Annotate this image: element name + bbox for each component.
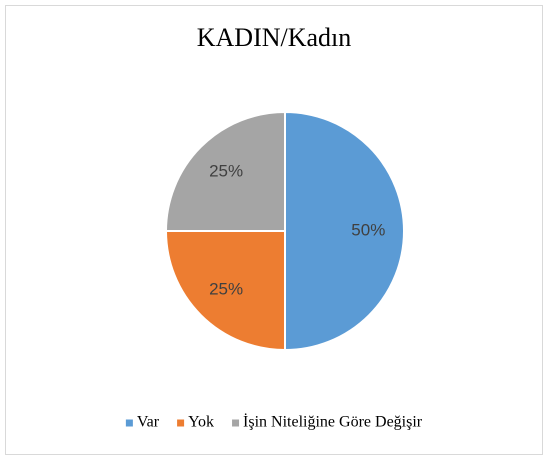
legend-marker [125, 419, 133, 427]
legend-label: Var [137, 414, 160, 431]
data-label: 50% [351, 220, 385, 239]
legend-marker [232, 419, 240, 427]
legend-label: Yok [188, 414, 214, 431]
data-label: 25% [209, 162, 243, 181]
pie-slice [164, 110, 286, 232]
data-label: 25% [209, 279, 243, 298]
legend-label: İşin Niteliğine Göre Değişir [243, 413, 423, 431]
pie-slice [164, 230, 286, 352]
legend-marker [177, 419, 185, 427]
chart-title: KADIN/Kadın [197, 23, 352, 52]
pie-slice [284, 110, 405, 352]
